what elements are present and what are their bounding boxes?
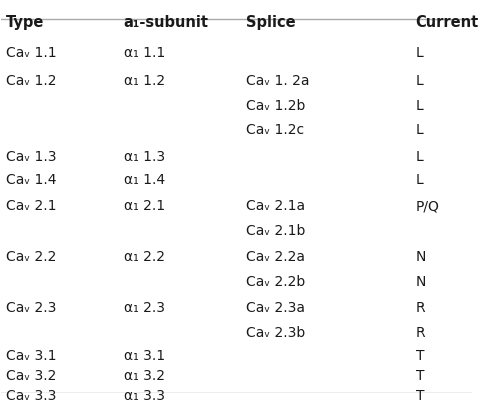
Text: Caᵥ 2.3: Caᵥ 2.3	[6, 301, 56, 315]
Text: Caᵥ 2.1: Caᵥ 2.1	[6, 199, 56, 213]
Text: Caᵥ 3.3: Caᵥ 3.3	[6, 389, 56, 403]
Text: L: L	[415, 149, 423, 164]
Text: N: N	[415, 250, 426, 264]
Text: L: L	[415, 74, 423, 88]
Text: T: T	[415, 389, 424, 403]
Text: L: L	[415, 173, 423, 187]
Text: Type: Type	[6, 15, 45, 30]
Text: α₁ 1.4: α₁ 1.4	[124, 173, 165, 187]
Text: Caᵥ 2.1b: Caᵥ 2.1b	[246, 224, 305, 238]
Text: α₁ 1.1: α₁ 1.1	[124, 47, 165, 60]
Text: α₁ 2.3: α₁ 2.3	[124, 301, 165, 315]
Text: α₁ 3.1: α₁ 3.1	[124, 350, 165, 363]
Text: Caᵥ 3.2: Caᵥ 3.2	[6, 369, 56, 383]
Text: Caᵥ 3.1: Caᵥ 3.1	[6, 350, 56, 363]
Text: R: R	[415, 301, 425, 315]
Text: Caᵥ 1.2b: Caᵥ 1.2b	[246, 98, 305, 113]
Text: α₁ 3.2: α₁ 3.2	[124, 369, 165, 383]
Text: Caᵥ 2.2a: Caᵥ 2.2a	[246, 250, 305, 264]
Text: α₁ 2.2: α₁ 2.2	[124, 250, 165, 264]
Text: L: L	[415, 47, 423, 60]
Text: Splice: Splice	[246, 15, 296, 30]
Text: Caᵥ 1.1: Caᵥ 1.1	[6, 47, 57, 60]
Text: Caᵥ 2.3a: Caᵥ 2.3a	[246, 301, 305, 315]
Text: P/Q: P/Q	[415, 199, 439, 213]
Text: Current: Current	[415, 15, 479, 30]
Text: α₁ 2.1: α₁ 2.1	[124, 199, 165, 213]
Text: a₁-subunit: a₁-subunit	[124, 15, 209, 30]
Text: Caᵥ 1.3: Caᵥ 1.3	[6, 149, 56, 164]
Text: α₁ 1.3: α₁ 1.3	[124, 149, 165, 164]
Text: L: L	[415, 98, 423, 113]
Text: Caᵥ 2.2: Caᵥ 2.2	[6, 250, 56, 264]
Text: T: T	[415, 369, 424, 383]
Text: Caᵥ 2.3b: Caᵥ 2.3b	[246, 326, 305, 340]
Text: α₁ 3.3: α₁ 3.3	[124, 389, 165, 403]
Text: R: R	[415, 326, 425, 340]
Text: Caᵥ 2.2b: Caᵥ 2.2b	[246, 275, 305, 289]
Text: Caᵥ 2.1a: Caᵥ 2.1a	[246, 199, 305, 213]
Text: Caᵥ 1.2: Caᵥ 1.2	[6, 74, 56, 88]
Text: N: N	[415, 275, 426, 289]
Text: Caᵥ 1. 2a: Caᵥ 1. 2a	[246, 74, 310, 88]
Text: L: L	[415, 123, 423, 137]
Text: T: T	[415, 350, 424, 363]
Text: Caᵥ 1.2c: Caᵥ 1.2c	[246, 123, 304, 137]
Text: α₁ 1.2: α₁ 1.2	[124, 74, 165, 88]
Text: Caᵥ 1.4: Caᵥ 1.4	[6, 173, 56, 187]
